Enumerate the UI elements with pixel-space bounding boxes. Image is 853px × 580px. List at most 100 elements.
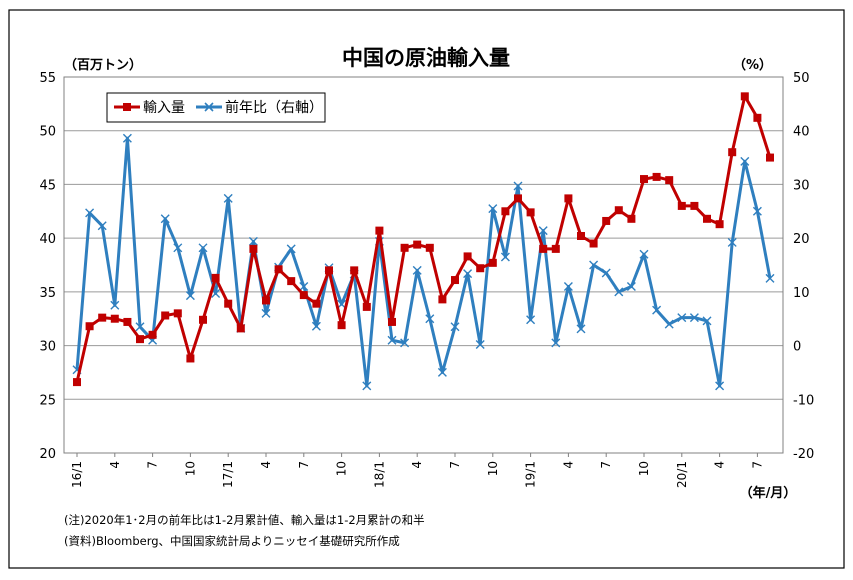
- yoy-point: [437, 367, 447, 377]
- footnote-source: (資料)Bloomberg、中国国家統計局よりニッセイ基礎研究所作成: [64, 534, 400, 548]
- yoy-point: [286, 244, 296, 254]
- yoy-point: [626, 281, 636, 291]
- footnote-note: (注)2020年1･2月の前年比は1-2月累計値、輸入量は1-2月累計の和半: [64, 513, 425, 527]
- import-volume-point: [299, 291, 308, 300]
- yoy-point: [387, 335, 397, 345]
- yoy-point: [551, 338, 561, 348]
- x-tick-label: 10: [335, 461, 349, 476]
- x-tick-label: 10: [486, 461, 500, 476]
- yoy-point: [589, 260, 599, 270]
- x-tick-label: 18/1: [372, 461, 386, 488]
- import-volume-point: [85, 322, 94, 331]
- yoy-point: [337, 299, 347, 309]
- import-volume-point: [602, 216, 611, 225]
- x-tick-label: 19/1: [524, 461, 538, 488]
- series-layer: [72, 92, 775, 391]
- yoy-point: [715, 381, 725, 391]
- import-volume-point: [161, 311, 170, 320]
- x-tick-label: 16/1: [70, 461, 84, 488]
- yoy-point: [362, 381, 372, 391]
- legend-label-yoy: 前年比（右軸）: [225, 99, 323, 116]
- right-tick-label: 20: [793, 232, 810, 247]
- yoy-point: [526, 315, 536, 325]
- yoy-point: [450, 322, 460, 332]
- yoy-point: [311, 321, 321, 331]
- right-tick-label: -20: [793, 447, 814, 462]
- import-volume-point: [740, 92, 749, 101]
- import-volume-point: [136, 335, 144, 344]
- legend-label-import-volume: 輸入量: [143, 100, 185, 116]
- yoy-point: [601, 268, 611, 278]
- x-tick-label: 7: [297, 461, 311, 469]
- x-tick-label: 7: [599, 461, 613, 469]
- import-volume-point: [677, 201, 686, 210]
- import-volume-point: [514, 194, 522, 203]
- import-volume-point: [614, 206, 623, 215]
- import-volume-point: [753, 113, 762, 122]
- right-tick-label: 30: [793, 178, 810, 193]
- left-tick-label: 45: [39, 178, 56, 193]
- x-tick-label: 4: [561, 461, 575, 469]
- yoy-point: [261, 308, 271, 318]
- x-tick-label: 7: [750, 461, 764, 469]
- right-tick-label: -10: [793, 393, 814, 408]
- import-volume-point: [350, 266, 359, 275]
- plot-area-border: [63, 76, 784, 454]
- right-tick-label: 10: [793, 286, 810, 301]
- legend-marker-import-volume: [123, 103, 131, 111]
- yoy-point: [97, 221, 107, 231]
- import-volume-point: [640, 175, 648, 184]
- import-volume-point: [577, 231, 585, 240]
- yoy-point: [122, 133, 132, 143]
- yoy-point: [135, 322, 145, 332]
- yoy-point: [198, 243, 208, 253]
- x-tick-label: 20/1: [675, 461, 689, 488]
- left-axis-unit: （百万トン）: [64, 57, 142, 73]
- import-volume-point: [186, 354, 195, 363]
- import-volume-point: [476, 264, 485, 273]
- import-volume-point: [73, 378, 81, 387]
- yoy-point: [500, 252, 510, 262]
- import-volume-point: [211, 273, 220, 282]
- import-volume-point: [438, 295, 447, 304]
- import-volume-point: [224, 299, 233, 308]
- yoy-point: [400, 338, 410, 348]
- left-tick-label: 35: [39, 286, 56, 301]
- yoy-point: [652, 305, 662, 315]
- yoy-point: [299, 281, 309, 291]
- right-axis: -20 -10 0 10 20 30 40 50: [793, 71, 814, 462]
- right-tick-label: 0: [793, 340, 801, 355]
- import-volume-point: [425, 243, 434, 252]
- import-volume-point: [526, 208, 535, 217]
- yoy-point: [576, 324, 586, 334]
- x-tick-label: 7: [146, 461, 160, 469]
- yoy-point: [677, 313, 687, 323]
- import-volume-point: [715, 220, 724, 229]
- x-axis: 16/1 4 7 10 17/1 4 7 10 18/1 4 7 10 19/1 4 7 10 20/1 4 7: [70, 453, 764, 488]
- yoy-point: [463, 269, 473, 279]
- yoy-point: [223, 193, 233, 203]
- import-volume-point: [274, 265, 283, 274]
- yoy-point: [765, 273, 775, 283]
- import-volume-point: [652, 172, 661, 181]
- import-volume-point: [589, 239, 598, 248]
- import-volume-point: [98, 313, 107, 322]
- legend: 輸入量 前年比（右軸）: [106, 92, 326, 123]
- import-volume-point: [501, 207, 510, 216]
- import-volume-point: [564, 194, 573, 203]
- import-volume-point: [110, 314, 119, 323]
- yoy-point: [538, 226, 548, 236]
- right-tick-label: 50: [793, 71, 810, 86]
- import-volume-point: [766, 153, 774, 162]
- import-volume-point: [249, 244, 258, 253]
- import-volume-point: [312, 299, 321, 308]
- import-volume-point: [173, 309, 182, 318]
- left-tick-label: 25: [39, 393, 56, 408]
- import-volume-point: [665, 176, 674, 185]
- legend-marker-yoy: [204, 102, 214, 112]
- x-tick-label: 10: [183, 461, 197, 476]
- import-volume-point: [337, 321, 346, 330]
- import-volume-point: [413, 240, 422, 249]
- x-tick-label: 4: [108, 461, 122, 469]
- left-tick-label: 55: [39, 71, 56, 86]
